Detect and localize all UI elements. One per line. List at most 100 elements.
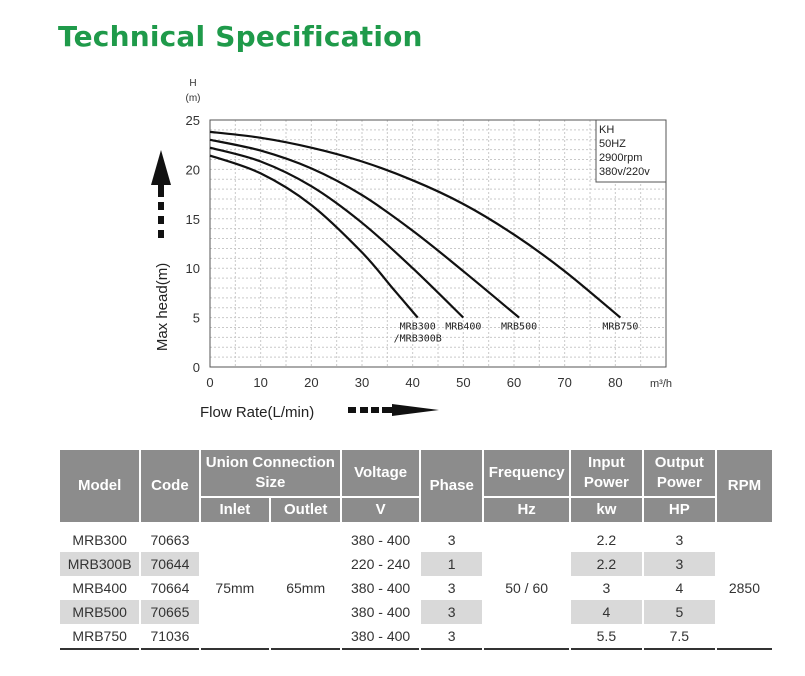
header-union-line2: Size (255, 474, 286, 491)
header-voltage-unit: V (342, 496, 420, 522)
header-input-unit: kw (570, 496, 642, 522)
cell-phase: 3 (421, 600, 483, 624)
header-output-line1: Output (654, 454, 704, 471)
cell-frequency: 50 / 60 (484, 522, 569, 650)
spec-table: Model Code Union Connection Size Voltage… (58, 450, 774, 650)
series-label: MRB500 (501, 322, 537, 333)
cell-output-power: 4 (675, 580, 684, 596)
cell-input-power: 4 (570, 600, 642, 624)
table-row: MRB400 70664 380 - 400 3 3 4 (60, 576, 772, 600)
y-tick-label: 0 (193, 360, 200, 375)
x-tick-label: 20 (304, 375, 318, 390)
cell-phase: 3 (447, 580, 456, 596)
cell-voltage: 380 - 400 (351, 580, 411, 596)
table-row: MRB500 70665 380 - 400 3 4 5 (60, 600, 772, 624)
cell-voltage: 380 - 400 (342, 624, 420, 650)
cell-output-power: 7.5 (643, 624, 715, 650)
header-input-line2: Power (583, 474, 629, 491)
x-unit-label: m³/h (650, 378, 672, 390)
series-label: MRB300 (400, 322, 436, 333)
info-box-line: 380v/220v (599, 166, 650, 178)
table-row: MRB300B 70644 220 - 240 1 2.2 3 (60, 552, 772, 576)
cell-phase: 3 (421, 624, 483, 650)
cell-phase: 1 (421, 552, 483, 576)
series-label: /MRB300B (394, 334, 442, 345)
header-inlet: Inlet (200, 496, 270, 522)
y-unit-label-bottom: (m) (186, 93, 201, 104)
x-tick-label: 40 (405, 375, 419, 390)
y-tick-label: 25 (186, 113, 200, 128)
x-tick-label: 50 (456, 375, 470, 390)
y-tick-label: 15 (186, 212, 200, 227)
y-tick-label: 5 (193, 311, 200, 326)
up-arrow-dash (158, 216, 164, 224)
header-union-connection: Union Connection Size (200, 450, 341, 496)
cell-input-power: 2.2 (596, 532, 617, 548)
table-row: MRB750 71036 380 - 400 3 5.5 7.5 (60, 624, 772, 650)
info-box-line: 2900rpm (599, 152, 642, 164)
info-box-line: KH (599, 124, 614, 136)
right-arrow-shaft (382, 407, 394, 413)
cell-input-power: 5.5 (570, 624, 642, 650)
table-row: MRB300 70663 75mm 65mm 380 - 400 3 50 / … (60, 522, 772, 650)
right-arrow-dash (348, 407, 356, 413)
x-axis-title: Flow Rate(L/min) (200, 404, 314, 421)
cell-inlet: 75mm (200, 522, 270, 650)
header-output-unit: HP (643, 496, 715, 522)
y-tick-label: 10 (186, 261, 200, 276)
header-frequency-unit: Hz (484, 496, 569, 522)
right-arrow-dash (360, 407, 368, 413)
y-tick-label: 20 (186, 162, 200, 177)
header-phase: Phase (421, 450, 483, 522)
header-frequency: Frequency (484, 450, 569, 496)
series-label: MRB400 (445, 322, 481, 333)
series-line (209, 130, 622, 319)
pump-curve-chart: 0 10 20 30 40 50 60 70 80 0 5 10 15 20 25 m³/h H (m) Max h… (151, 78, 672, 421)
x-tick-label: 70 (557, 375, 571, 390)
page-title: Technical Specification (58, 20, 423, 53)
cell-code: 70664 (150, 580, 190, 596)
x-tick-label: 10 (253, 375, 267, 390)
header-output-power: Output Power (643, 450, 715, 496)
cell-outlet: 65mm (271, 522, 341, 650)
header-outlet: Outlet (271, 496, 341, 522)
x-tick-label: 0 (206, 375, 213, 390)
series-line (209, 138, 520, 319)
cell-code: 70644 (141, 552, 199, 576)
right-arrow-icon (392, 404, 439, 416)
header-output-line2: Power (656, 474, 702, 491)
right-arrow-dash (371, 407, 379, 413)
cell-model: MRB300 (72, 532, 127, 548)
header-union-line1: Union Connection (205, 454, 335, 471)
cell-voltage: 220 - 240 (351, 556, 411, 572)
up-arrow-dash (158, 202, 164, 210)
y-unit-label-top: H (189, 78, 196, 89)
cell-model: MRB500 (60, 600, 140, 624)
header-input-line1: Input (588, 454, 625, 471)
cell-model: MRB400 (72, 580, 127, 596)
cell-input-power: 2.2 (570, 552, 642, 576)
y-axis-title: Max head(m) (154, 263, 171, 351)
x-tick-label: 60 (507, 375, 521, 390)
cell-model: MRB300B (60, 552, 140, 576)
header-voltage: Voltage (342, 450, 420, 496)
cell-code: 70663 (150, 532, 190, 548)
up-arrow-dash (158, 230, 164, 238)
cell-code: 71036 (141, 624, 199, 650)
x-tick-label: 30 (355, 375, 369, 390)
cell-output-power: 5 (643, 600, 715, 624)
cell-phase: 3 (447, 532, 456, 548)
plot-frame (209, 119, 667, 368)
x-tick-label: 80 (608, 375, 622, 390)
cell-voltage: 380 - 400 (351, 604, 411, 620)
cell-output-power: 3 (643, 552, 715, 576)
up-arrow-shaft (158, 185, 164, 197)
cell-input-power: 3 (602, 580, 611, 596)
cell-model: MRB750 (60, 624, 140, 650)
header-input-power: Input Power (570, 450, 642, 496)
series-line (209, 154, 419, 319)
info-box (595, 119, 667, 183)
cell-voltage: 380 - 400 (351, 532, 411, 548)
series-line (209, 146, 465, 319)
cell-code: 70665 (141, 600, 199, 624)
